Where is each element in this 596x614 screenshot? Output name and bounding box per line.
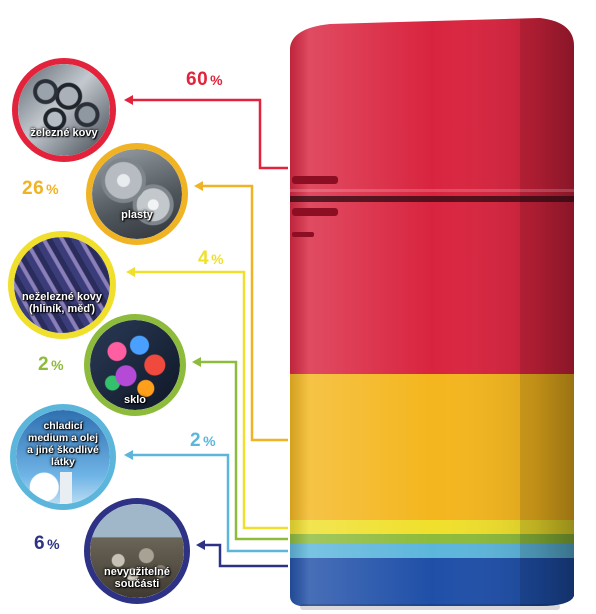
steel-pipes-photo-circle: železné kovy — [12, 58, 116, 162]
connector-line-1 — [198, 184, 288, 442]
material-label-nonferrous: neželezné kovy (hliník, měď) — [21, 291, 103, 315]
fridge — [290, 18, 574, 610]
connector-arrowhead-3 — [192, 357, 201, 367]
connector-arrowhead-2 — [126, 267, 135, 277]
connector-lines — [124, 95, 288, 568]
percent-label-plastics: 26% — [22, 178, 60, 199]
connector-arrowhead-1 — [194, 181, 203, 191]
fridge-door-gap — [290, 196, 574, 202]
material-label-residual: nevyužitelné součásti — [103, 566, 171, 590]
connector-line-0 — [128, 98, 288, 170]
connector-line-3 — [196, 360, 288, 541]
material-label-plastics: plasty — [121, 209, 153, 221]
material-label-glass: sklo — [123, 394, 146, 406]
material-label-iron: železné kovy — [30, 127, 98, 139]
waste-pile-photo-circle: nevyužitelné součásti — [84, 498, 190, 604]
fridge-handle — [292, 208, 338, 216]
connector-line-4 — [128, 453, 288, 553]
connector-line-5 — [200, 543, 288, 568]
glass-marbles-photo-circle: sklo — [84, 314, 186, 416]
freezer-handle — [292, 176, 338, 184]
fridge-handle-bar — [292, 232, 314, 237]
hubcaps-photo-circle: plasty — [86, 143, 188, 245]
metal-rods-photo-circle: neželezné kovy (hliník, měď) — [8, 231, 116, 339]
connector-line-2 — [130, 270, 288, 530]
connector-arrowhead-4 — [124, 450, 133, 460]
connector-arrowhead-5 — [196, 540, 205, 550]
percent-label-nonferrous: 4% — [198, 248, 225, 269]
material-label-refrigerant: chladicí medium a olej a jiné škodlivé l… — [27, 420, 99, 468]
percent-label-iron: 60% — [186, 69, 224, 90]
percent-label-glass: 2% — [38, 354, 65, 375]
percent-label-residual: 6% — [34, 533, 61, 554]
fridge-shadow — [300, 604, 560, 610]
smokestack-photo-circle: chladicí medium a olej a jiné škodlivé l… — [10, 404, 116, 510]
connector-arrowhead-0 — [124, 95, 133, 105]
percent-label-refrigerant: 2% — [190, 430, 217, 451]
